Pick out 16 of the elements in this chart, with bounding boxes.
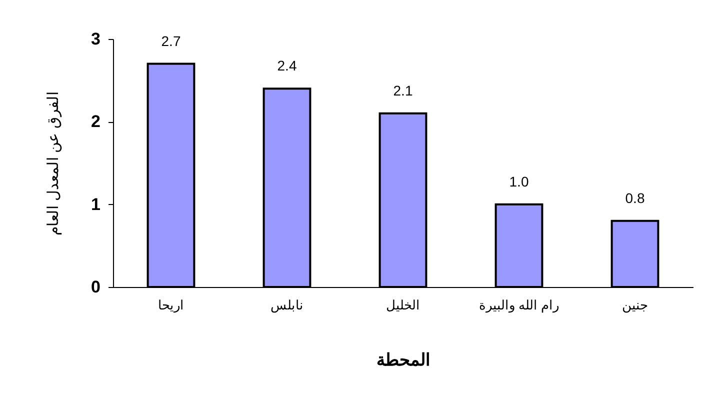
data-label: 2.4 bbox=[277, 58, 297, 74]
y-tick-label: 3 bbox=[91, 30, 100, 48]
x-tick-label: نابلس bbox=[270, 298, 304, 314]
x-axis-title: المحطة bbox=[376, 350, 430, 370]
y-tick-label: 2 bbox=[91, 112, 100, 132]
x-tick-label: رام الله والبيرة bbox=[478, 298, 560, 314]
x-tick-label: اريحا bbox=[158, 298, 184, 314]
y-axis-title: الفرق عن المعدل العام bbox=[45, 92, 62, 236]
y-tick-label: 0 bbox=[91, 278, 100, 296]
x-tick-label: جنين bbox=[622, 298, 648, 314]
data-label: 0.8 bbox=[625, 190, 645, 206]
x-tick-label: الخليل bbox=[386, 298, 420, 312]
data-label: 2.7 bbox=[161, 32, 181, 49]
data-label: 2.1 bbox=[393, 82, 413, 98]
data-label: 1.0 bbox=[509, 173, 529, 190]
y-tick-label: 1 bbox=[91, 194, 100, 214]
